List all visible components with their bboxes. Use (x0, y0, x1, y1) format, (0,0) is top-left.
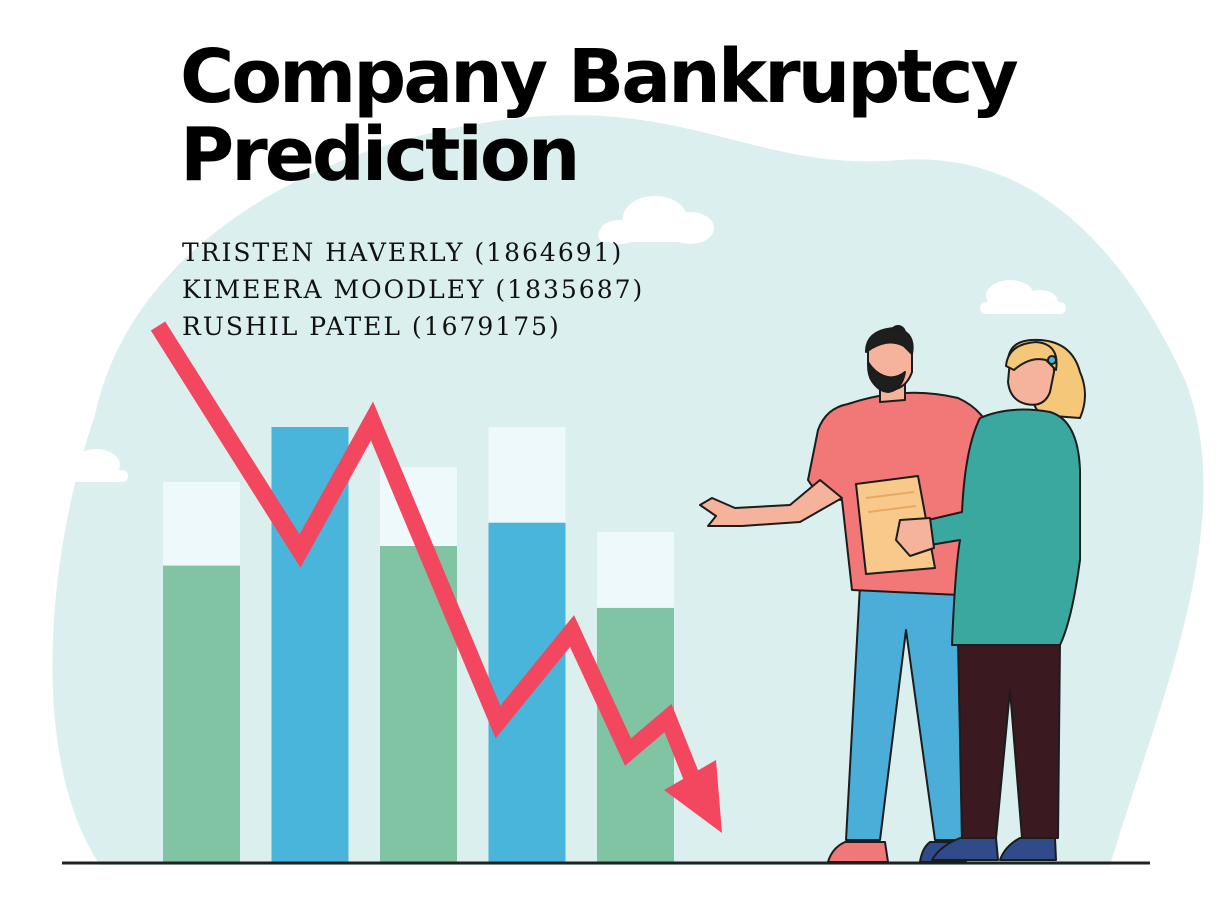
author-name: TRISTEN HAVERLY (1864691) (182, 238, 624, 267)
arrow-head (664, 760, 722, 833)
author-name: KIMEERA MOODLEY (1835687) (182, 275, 645, 304)
cloud (980, 280, 1066, 314)
bar (163, 565, 240, 862)
downward-trend-arrow (150, 321, 708, 802)
cloud (48, 449, 128, 482)
cloud (598, 196, 714, 244)
woman-figure (855, 338, 1086, 861)
author-name: RUSHIL PATEL (1679175) (182, 312, 561, 341)
page-title: Company Bankruptcy Prediction (180, 34, 1019, 198)
title-line-2: Prediction (180, 112, 580, 198)
author-list: TRISTEN HAVERLY (1864691) KIMEERA MOODLE… (182, 234, 644, 345)
title-line-1: Company Bankruptcy (180, 34, 1019, 120)
